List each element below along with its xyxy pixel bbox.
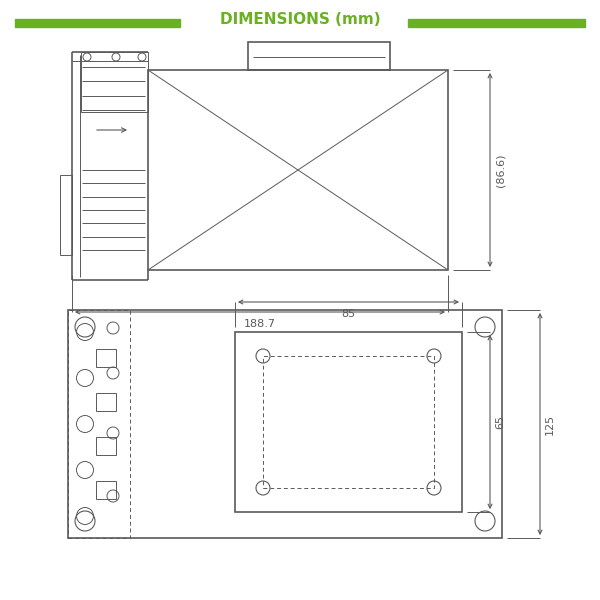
Bar [60,175,72,255]
Text: DIMENSIONS (mm): DIMENSIONS (mm) [220,13,380,28]
Text: 65: 65 [495,415,505,429]
Bar [148,70,448,270]
Bar [15,19,180,27]
Bar [96,349,116,367]
Text: 125: 125 [545,413,555,434]
Bar [408,19,585,27]
Bar [68,310,502,538]
Bar [248,42,390,70]
Text: 188.7: 188.7 [244,319,276,329]
Bar [235,332,462,512]
Bar [96,481,116,499]
Text: 85: 85 [341,309,356,319]
Bar [96,393,116,411]
Text: (86.6): (86.6) [495,153,505,187]
Bar [81,52,148,112]
Bar [96,437,116,455]
